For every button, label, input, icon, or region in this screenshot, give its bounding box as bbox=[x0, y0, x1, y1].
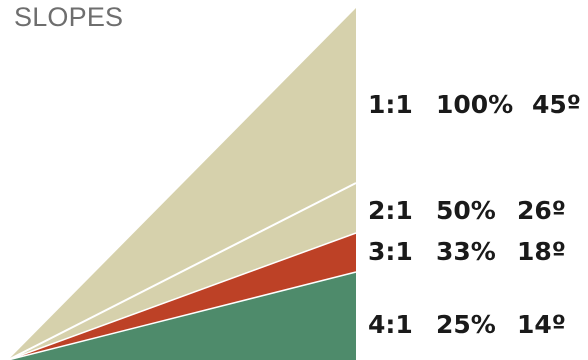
slope-ratio: 4:1 bbox=[368, 310, 413, 339]
slope-percent: 25% bbox=[436, 310, 496, 339]
slope-percent: 33% bbox=[436, 237, 496, 266]
slope-angle: 14º bbox=[517, 310, 566, 339]
slope-ratio: 1:1 bbox=[368, 90, 413, 119]
slope-label-2-1: 2:1 50% 26º bbox=[368, 196, 566, 225]
slope-percent: 50% bbox=[436, 196, 496, 225]
slope-angle: 45º bbox=[532, 90, 581, 119]
slope-divider-3-1 bbox=[7, 232, 357, 360]
slope-angle: 18º bbox=[517, 237, 566, 266]
slope-label-4-1: 4:1 25% 14º bbox=[368, 310, 566, 339]
slope-ratio: 2:1 bbox=[368, 196, 413, 225]
slope-percent: 100% bbox=[436, 90, 513, 119]
diagram-title: SLOPES bbox=[14, 2, 124, 32]
slope-label-3-1: 3:1 33% 18º bbox=[368, 237, 566, 266]
slope-divider-4-1 bbox=[7, 271, 357, 360]
slope-divider-2-1 bbox=[7, 182, 357, 360]
slope-label-1-1: 1:1 100% 45º bbox=[368, 90, 581, 119]
slope-angle: 26º bbox=[517, 196, 566, 225]
slope-wedge-1-1 bbox=[8, 8, 356, 360]
slope-ratio: 3:1 bbox=[368, 237, 413, 266]
